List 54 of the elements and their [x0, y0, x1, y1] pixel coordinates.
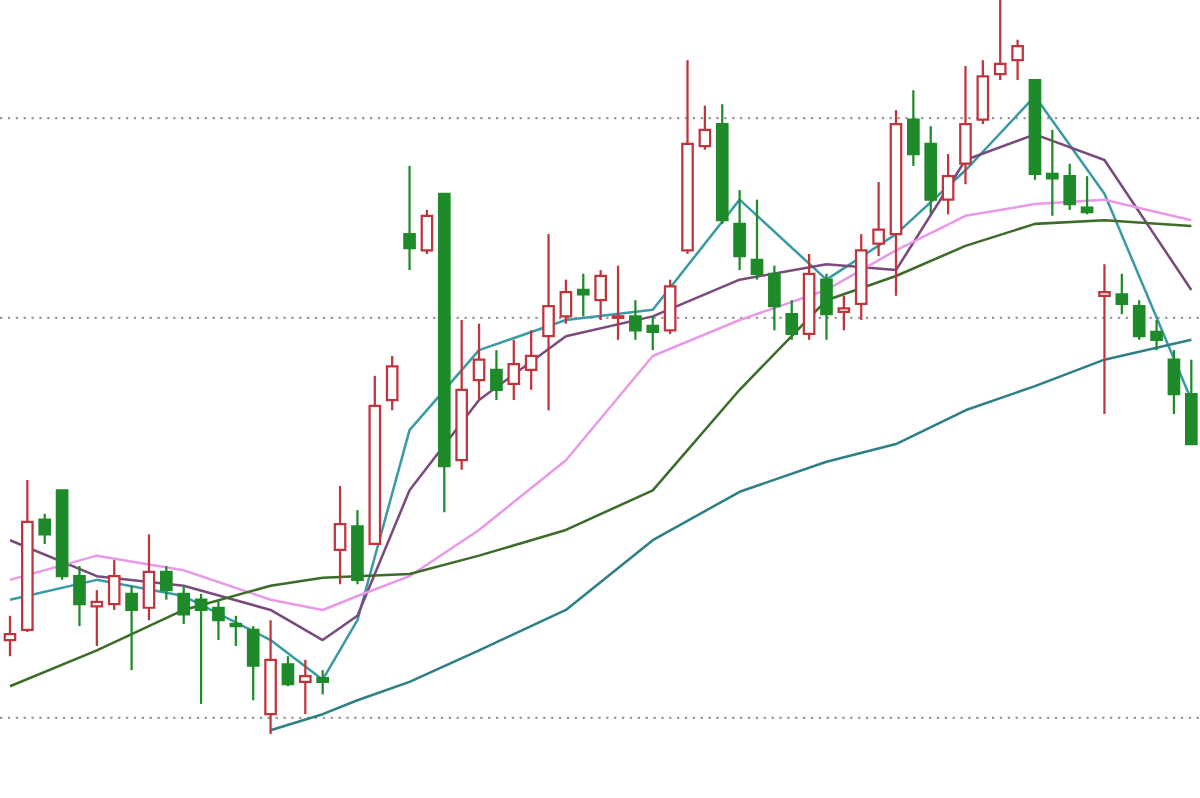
- candlestick: [472, 322, 486, 402]
- candlestick: [837, 294, 851, 332]
- candlestick: [38, 512, 52, 546]
- candlestick: [663, 278, 677, 336]
- candlestick: [73, 564, 86, 628]
- candlestick: [907, 89, 920, 168]
- candlestick: [993, 0, 1007, 82]
- candlestick: [872, 180, 885, 258]
- candlestick: [820, 272, 833, 341]
- candlestick: [403, 164, 416, 272]
- candlestick: [1132, 299, 1146, 341]
- candlestick: [160, 564, 173, 601]
- candlestick: [194, 592, 208, 706]
- candlestick: [212, 598, 225, 642]
- candlestick: [507, 338, 521, 402]
- candlestick: [524, 329, 538, 391]
- candlestick: [1063, 162, 1077, 212]
- candlestick: [733, 188, 746, 272]
- candlestick: [1150, 318, 1163, 352]
- candlestick: [316, 669, 330, 696]
- candlestick: [698, 104, 712, 151]
- candlestick: [90, 589, 104, 648]
- candlestick: [246, 624, 260, 702]
- candlestick: [768, 264, 781, 332]
- candlestick: [611, 264, 625, 341]
- candlestick: [177, 584, 191, 626]
- candlestick: [1098, 263, 1111, 416]
- candlestick: [333, 484, 347, 586]
- candlestick: [1011, 38, 1024, 82]
- candlestick: [1115, 272, 1129, 316]
- candlestick: [385, 354, 399, 412]
- candlestick: [646, 315, 660, 352]
- candlestick: [542, 233, 555, 412]
- candlestick: [490, 348, 503, 402]
- candlestick: [125, 584, 138, 672]
- candlestick: [281, 655, 295, 688]
- candlestick: [629, 299, 642, 341]
- candlestick: [941, 153, 955, 216]
- candlestick: [229, 614, 243, 648]
- candlestick: [1080, 175, 1094, 216]
- candlestick: [576, 272, 590, 318]
- candlestick: [594, 268, 607, 322]
- candlestick: [785, 299, 799, 341]
- candlestick: [142, 533, 156, 622]
- candlestick: [3, 614, 17, 658]
- candlestick: [959, 64, 972, 186]
- candlestick: [298, 658, 312, 716]
- candlestick: [107, 558, 121, 612]
- candlestick: [559, 278, 573, 325]
- candlestick: [976, 59, 990, 126]
- candlestick: [420, 208, 434, 256]
- candlestick: [1045, 128, 1059, 217]
- candlestick: [1167, 348, 1181, 416]
- candlestick: [750, 198, 764, 281]
